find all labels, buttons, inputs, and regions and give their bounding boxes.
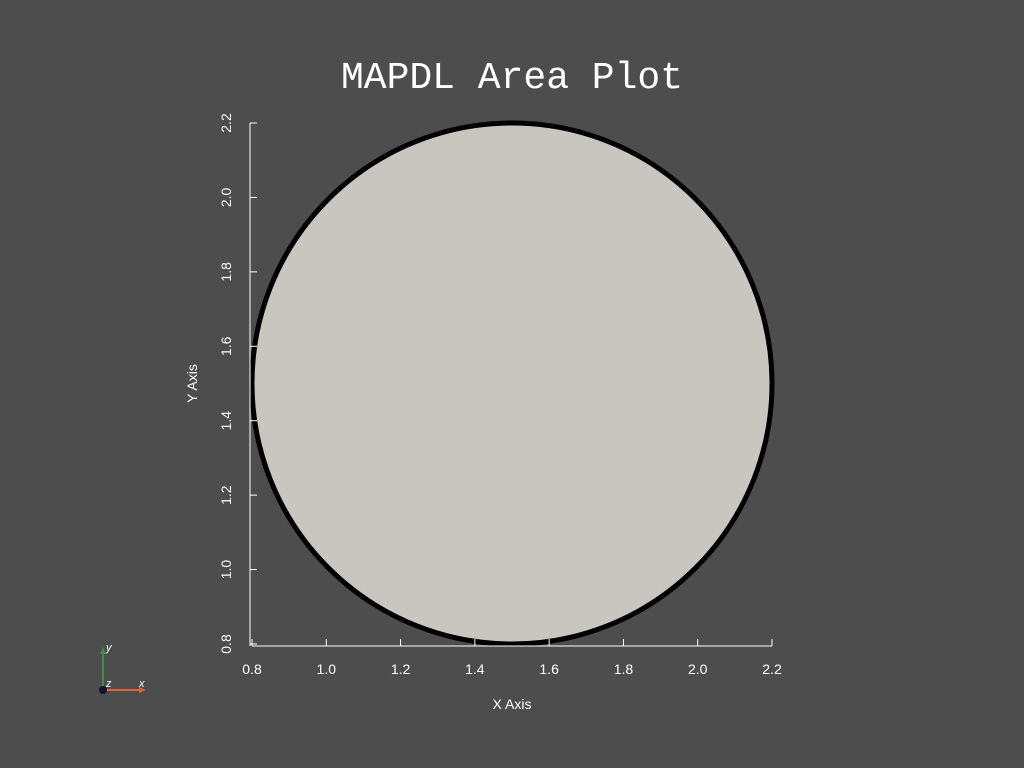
x-tick-label: 0.8	[242, 661, 262, 677]
x-tick-label: 1.2	[391, 661, 411, 677]
triad-origin	[99, 686, 107, 694]
x-tick-label: 2.2	[762, 661, 782, 677]
y-tick-label: 1.8	[218, 262, 234, 282]
x-tick-label: 1.6	[539, 661, 559, 677]
y-tick-label: 1.6	[218, 336, 234, 356]
y-tick-label: 1.0	[218, 560, 234, 580]
x-tick-label: 1.0	[317, 661, 337, 677]
y-tick-label: 1.2	[218, 485, 234, 505]
triad-y-label: y	[105, 642, 113, 654]
x-tick-label: 1.4	[465, 661, 485, 677]
triad-y-arrow	[100, 647, 106, 654]
x-ticks: 0.8 1.0 1.2 1.4 1.6 1.8 2.0 2.2	[242, 639, 782, 677]
area-1-circle	[249, 120, 775, 647]
chart-title: MAPDL Area Plot	[341, 57, 683, 100]
x-tick-label: 2.0	[688, 661, 708, 677]
triad-x-arrow	[139, 687, 146, 693]
y-tick-label: 0.8	[218, 634, 234, 654]
y-tick-label: 2.0	[218, 187, 234, 207]
orientation-triad: x y z	[99, 642, 146, 694]
x-axis-label: X Axis	[493, 696, 532, 712]
y-tick-label: 1.4	[218, 411, 234, 431]
y-axis-label: Y Axis	[184, 364, 200, 403]
plot-area	[249, 120, 775, 647]
y-tick-label: 2.2	[218, 113, 234, 133]
x-tick-label: 1.8	[614, 661, 634, 677]
triad-x-label: x	[138, 678, 145, 690]
axes: 0.8 1.0 1.2 1.4 1.6 1.8 2.0 2.2 0.8 1.0 1.2 1.4 1.6…	[184, 113, 782, 712]
y-ticks: 0.8 1.0 1.2 1.4 1.6 1.8 2.0 2.2	[218, 113, 257, 654]
triad-z-label: z	[105, 678, 112, 690]
